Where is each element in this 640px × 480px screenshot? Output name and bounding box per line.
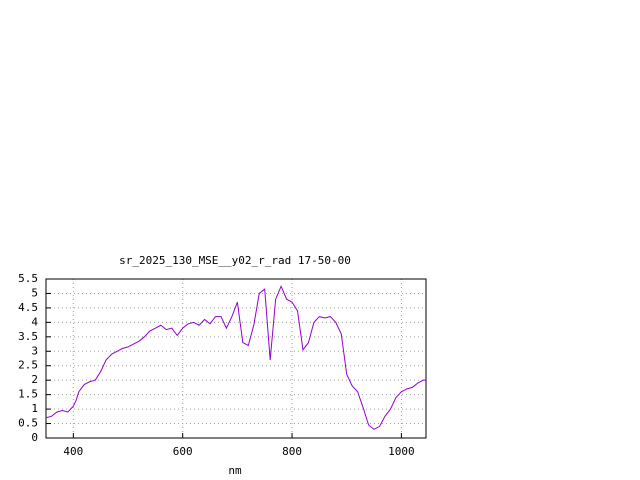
x-tick-label: 600	[173, 445, 193, 458]
y-tick-label: 3.5	[18, 330, 38, 343]
x-axis-label: nm	[228, 464, 242, 477]
plot-frame	[45, 278, 427, 439]
y-tick-label: 2	[31, 373, 38, 386]
data-line	[45, 284, 426, 430]
y-tick-label: 0	[31, 431, 38, 444]
y-tick-label: 4	[31, 315, 38, 328]
y-tick-label: 5	[31, 286, 38, 299]
chart-title: sr_2025_130_MSE__y02_r_rad 17-50-00	[119, 254, 351, 267]
y-tick-label: 2.5	[18, 359, 38, 372]
x-tick-label: 1000	[388, 445, 415, 458]
x-tick-label: 400	[63, 445, 83, 458]
y-tick-label: 4.5	[18, 301, 38, 314]
y-tick-label: 0.5	[18, 417, 38, 430]
y-tick-label: 5.5	[18, 272, 38, 285]
y-tick-label: 1	[31, 402, 38, 415]
x-tick-label: 800	[282, 445, 302, 458]
y-tick-label: 3	[31, 344, 38, 357]
y-tick-label: 1.5	[18, 388, 38, 401]
